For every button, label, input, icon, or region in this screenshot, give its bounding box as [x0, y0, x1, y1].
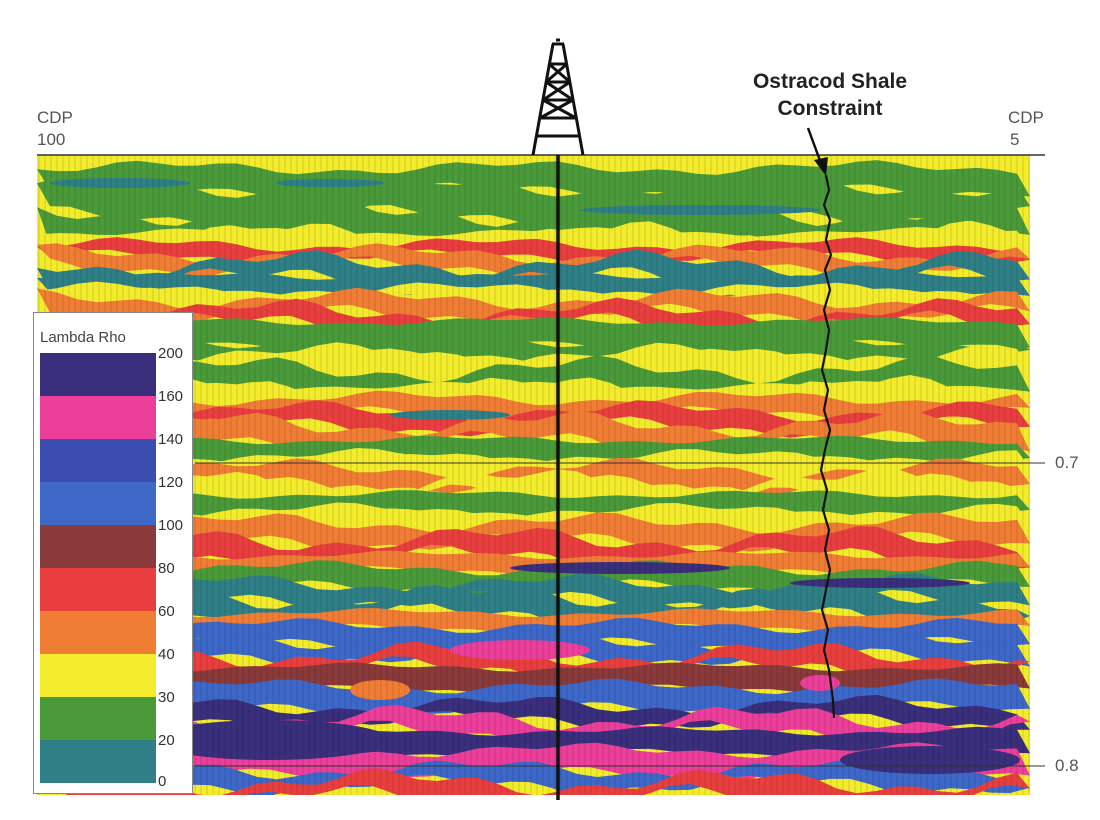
drilling-derrick-icon — [531, 38, 585, 156]
layer-lens — [580, 205, 820, 215]
layer-band — [37, 390, 1030, 422]
layer-band — [37, 271, 1030, 297]
legend-tick-30: 30 — [158, 689, 175, 706]
legend-swatch-40 — [40, 654, 156, 697]
layer-band — [37, 560, 1030, 595]
legend-tick-40: 40 — [158, 646, 175, 663]
cdp-left-number: 100 — [37, 130, 66, 149]
layer-lens — [510, 562, 730, 574]
layer-lens — [150, 720, 390, 760]
annotation-line-1: Ostracod Shale — [752, 70, 908, 93]
layer-lens — [450, 640, 590, 660]
layer-band — [37, 243, 1030, 278]
cdp-left-label: CDP — [37, 108, 73, 127]
layer-lens — [350, 680, 410, 700]
layer-lens — [275, 179, 385, 187]
legend-swatch-80 — [40, 568, 156, 611]
lambda-rho-legend: Lambda Rho 200 160 140 120 100 80 60 40 … — [33, 312, 193, 794]
legend-tick-0: 0 — [158, 773, 167, 790]
layer-band — [37, 176, 1030, 227]
layer-band — [37, 502, 1030, 534]
legend-tick-200: 200 — [158, 345, 184, 362]
section-layers — [37, 155, 1030, 795]
constraint-log-trace — [819, 174, 836, 719]
legend-title: Lambda Rho — [40, 329, 126, 346]
legend-swatch-60 — [40, 611, 156, 654]
legend-tick-140: 140 — [158, 431, 184, 448]
legend-swatch-20 — [40, 740, 156, 783]
legend-tick-100: 100 — [158, 517, 184, 534]
layer-lens — [840, 746, 1020, 774]
legend-swatch-200 — [40, 353, 156, 396]
legend-tick-160: 160 — [158, 388, 184, 405]
layer-band — [37, 287, 1030, 326]
layer-lens — [50, 178, 190, 188]
layer-band — [37, 332, 1030, 365]
layer-band — [37, 768, 1030, 795]
layer-lens — [800, 675, 840, 691]
time-label-07: 0.7 — [1055, 453, 1079, 472]
layer-band — [37, 160, 1030, 198]
legend-swatch-30 — [40, 697, 156, 740]
legend-swatch-100 — [40, 525, 156, 568]
annotation-line-2: Constraint — [777, 97, 883, 120]
layer-lens — [790, 578, 970, 588]
legend-tick-60: 60 — [158, 603, 175, 620]
legend-swatch-120 — [40, 482, 156, 525]
cdp-right-label: CDP — [1008, 108, 1044, 127]
legend-swatch-160 — [40, 396, 156, 439]
cdp-right-number: 5 — [1010, 130, 1020, 149]
ostracod-annotation: Ostracod Shale Constraint — [700, 68, 960, 122]
layer-lens — [390, 410, 510, 420]
layer-band — [37, 448, 1030, 480]
legend-tick-20: 20 — [158, 732, 175, 749]
time-label-08: 0.8 — [1055, 756, 1079, 775]
legend-tick-120: 120 — [158, 474, 184, 491]
layer-band — [37, 704, 1030, 748]
legend-tick-80: 80 — [158, 560, 175, 577]
layer-band — [37, 640, 1030, 684]
legend-swatch-140 — [40, 439, 156, 482]
annotation-arrow — [806, 127, 828, 176]
layer-band — [37, 342, 1030, 384]
